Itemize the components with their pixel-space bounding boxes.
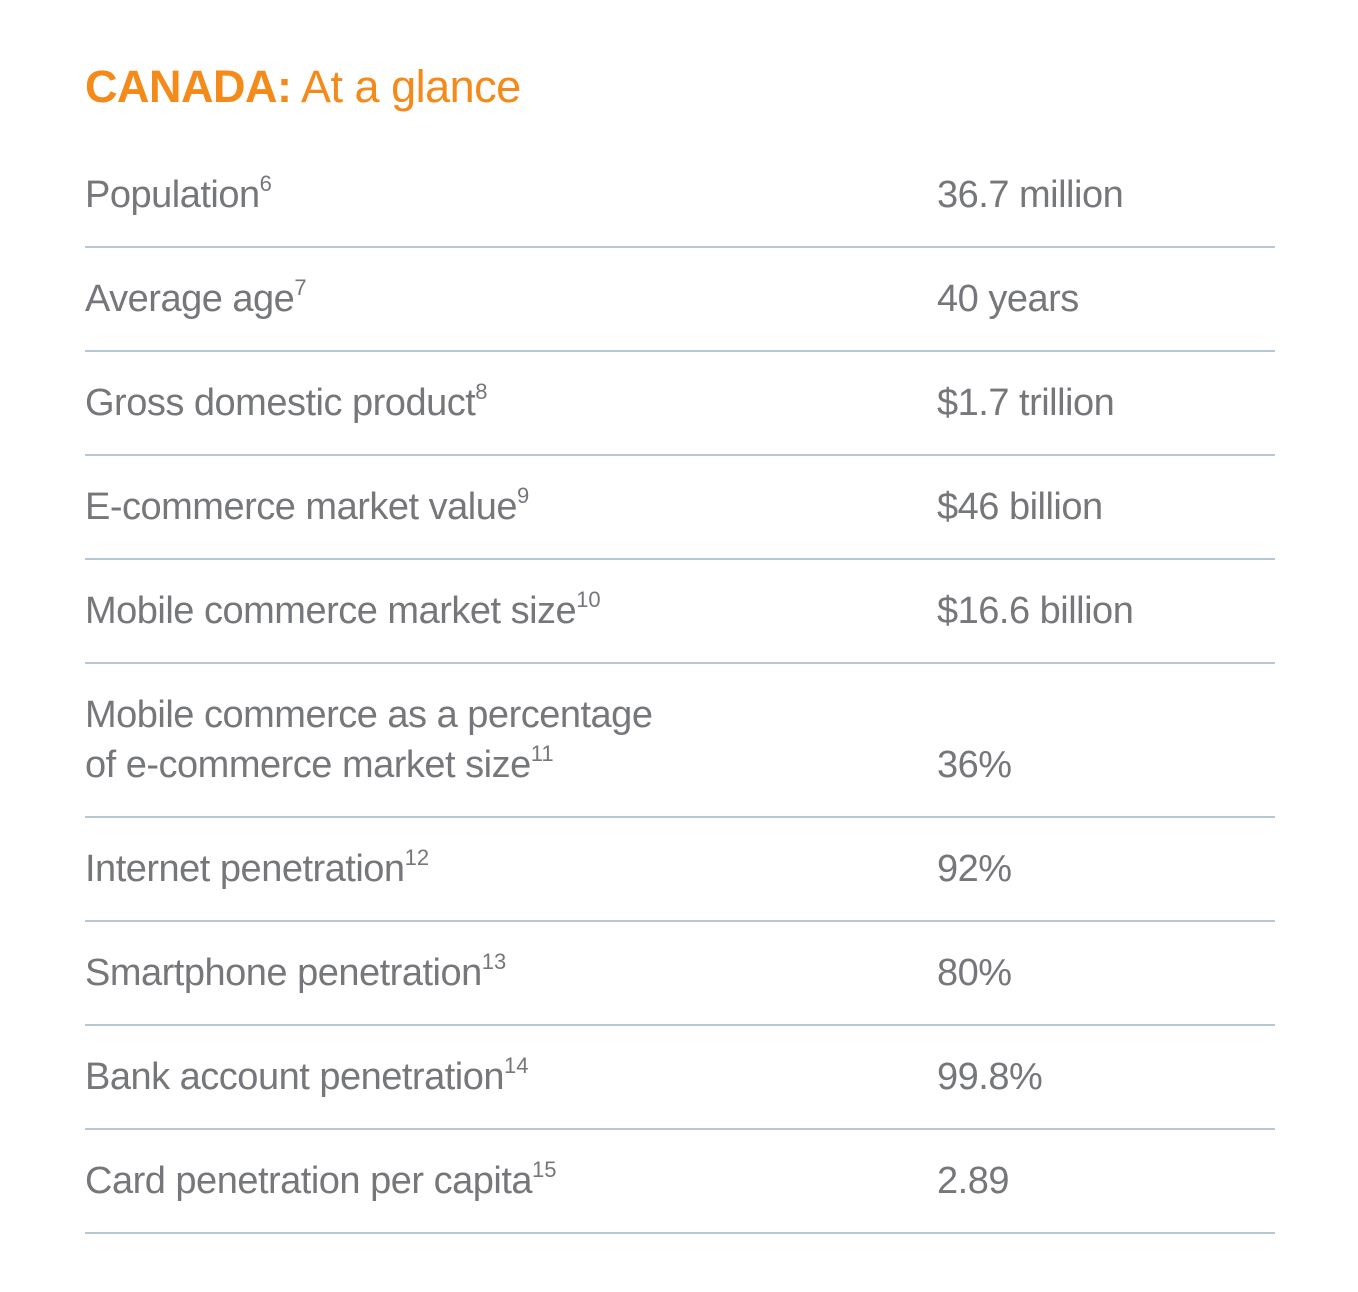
- table-row-card-penetration: Card penetration per capita15 2.89: [85, 1130, 1275, 1234]
- row-label-text: E-commerce market value: [85, 486, 517, 528]
- row-label-text: Internet penetration: [85, 848, 405, 890]
- row-value: 36%: [937, 744, 1012, 786]
- row-value: 40 years: [937, 278, 1079, 320]
- table-row-bank-account-penetration: Bank account penetration14 99.8%: [85, 1026, 1275, 1130]
- footnote-marker: 9: [516, 483, 530, 508]
- table-row-mobile-commerce-market-size: Mobile commerce market size10 $16.6 bill…: [85, 560, 1275, 664]
- row-label-text: Bank account penetration: [85, 1056, 504, 1098]
- row-value: $46 billion: [937, 486, 1103, 528]
- row-value: 99.8%: [937, 1056, 1043, 1098]
- footnote-marker: 14: [503, 1053, 529, 1078]
- title-country: CANADA:: [85, 61, 292, 112]
- footnote-marker: 13: [481, 949, 507, 974]
- row-value: 92%: [937, 848, 1012, 890]
- row-value: 2.89: [937, 1160, 1009, 1202]
- table-row-gdp: Gross domestic product8 $1.7 trillion: [85, 352, 1275, 456]
- table-row-internet-penetration: Internet penetration12 92%: [85, 818, 1275, 922]
- footnote-marker: 6: [259, 171, 272, 196]
- row-value: 80%: [937, 952, 1012, 994]
- at-a-glance-table: Population6 36.7 million Average age7 40…: [85, 144, 1275, 1234]
- row-label: Smartphone penetration13: [85, 948, 937, 998]
- row-label: Average age7: [85, 274, 937, 324]
- row-label: Mobile commerce as a percentage of e-com…: [85, 690, 937, 790]
- row-value: $1.7 trillion: [937, 382, 1115, 424]
- table-row-average-age: Average age7 40 years: [85, 248, 1275, 352]
- table-row-ecommerce-market-value: E-commerce market value9 $46 billion: [85, 456, 1275, 560]
- row-label-text: Average age: [85, 278, 295, 320]
- row-label-text: Mobile commerce as a percentage of e-com…: [85, 694, 653, 786]
- row-label: Card penetration per capita15: [85, 1156, 937, 1206]
- row-label: Gross domestic product8: [85, 378, 937, 428]
- table-row-smartphone-penetration: Smartphone penetration13 80%: [85, 922, 1275, 1026]
- page-title: CANADA: At a glance: [85, 62, 1275, 112]
- row-value: $16.6 billion: [937, 590, 1134, 632]
- row-value: 36.7 million: [937, 174, 1124, 216]
- footnote-marker: 11: [530, 741, 554, 766]
- row-label-text: Population: [85, 174, 260, 216]
- row-label: Bank account penetration14: [85, 1052, 937, 1102]
- table-row-population: Population6 36.7 million: [85, 144, 1275, 248]
- table-row-mobile-commerce-percentage: Mobile commerce as a percentage of e-com…: [85, 664, 1275, 818]
- footnote-marker: 10: [576, 587, 601, 612]
- row-label-text: Gross domestic product: [85, 382, 476, 424]
- row-label-text: Card penetration per capita: [85, 1160, 533, 1202]
- footnote-marker: 12: [404, 845, 430, 870]
- row-label-text: Mobile commerce market size: [85, 590, 577, 632]
- footnote-marker: 15: [532, 1157, 557, 1182]
- footnote-marker: 7: [294, 275, 307, 300]
- title-subtitle: At a glance: [301, 61, 521, 112]
- row-label: E-commerce market value9: [85, 482, 937, 532]
- row-label: Population6: [85, 170, 937, 220]
- footnote-marker: 8: [475, 379, 488, 404]
- row-label-text: Smartphone penetration: [85, 952, 482, 994]
- row-label: Internet penetration12: [85, 844, 937, 894]
- row-label: Mobile commerce market size10: [85, 586, 937, 636]
